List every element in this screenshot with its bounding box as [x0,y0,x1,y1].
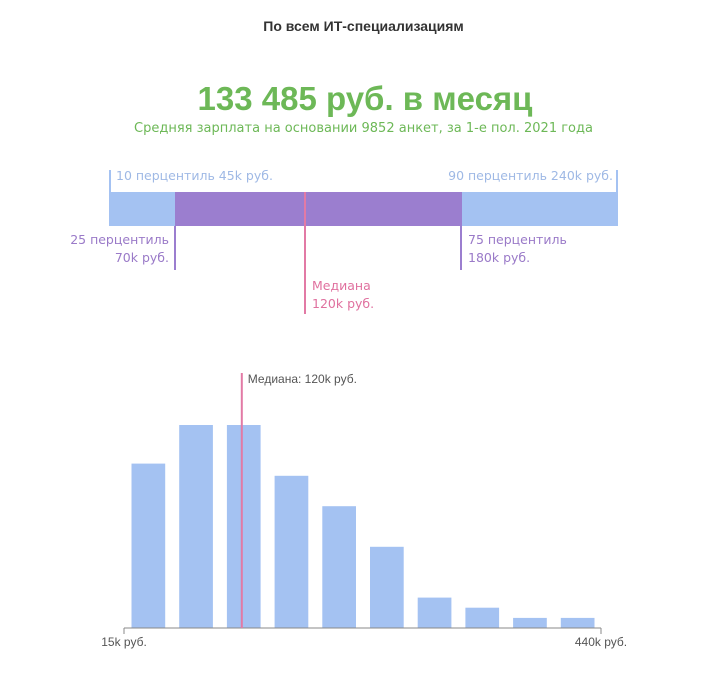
x-tick-label-min: 15k руб. [101,635,147,649]
average-salary-headline: 133 485 руб. в месяц [197,80,533,117]
histogram-bar-3 [226,425,261,628]
p75-tick [460,226,462,270]
salary-histogram: 15k руб. 440k руб. Медиана: 120k руб. [101,372,627,649]
p75-label-name: 75 перцентиль [468,232,567,247]
p25-label: 25 перцентиль 70k руб. [70,231,169,267]
median-label-name: Медиана [312,278,371,293]
histogram-bar-2 [179,425,213,628]
p10-label: 10 перцентиль 45k руб. [116,168,273,183]
histogram-bar-4 [274,475,309,629]
p10-bracket-tick [109,170,111,192]
histogram-bar-7 [417,597,452,628]
histogram-bar-1 [131,463,166,628]
histogram-bar-6 [370,546,404,628]
p90-label: 90 перцентиль 240k руб. [448,168,613,183]
average-salary-subtitle: Средняя зарплата на основании 9852 анкет… [134,121,593,136]
histogram-median-label: Медиана: 120k руб. [248,372,357,386]
p25-tick [174,226,176,270]
histogram-bar-8 [465,607,500,628]
p75-label: 75 перцентиль 180k руб. [468,231,567,267]
p75-label-value: 180k руб. [468,250,531,265]
p90-bracket-tick [616,170,618,192]
p25-p75-range-bar [175,192,462,226]
histogram-bar-10 [560,617,595,629]
median-marker-line [304,192,306,314]
p25-label-name: 25 перцентиль [70,232,169,247]
x-tick-label-max: 440k руб. [575,635,627,649]
median-label-value: 120k руб. [312,296,375,311]
p25-label-value: 70k руб. [114,250,169,265]
histogram-bar-9 [513,617,547,629]
percentile-range-section: 10 перцентиль 45k руб. 90 перцентиль 240… [0,160,717,320]
histogram-bar-5 [322,506,356,628]
page-title: По всем ИТ-специализациям [263,18,464,34]
median-label: Медиана 120k руб. [312,277,374,313]
